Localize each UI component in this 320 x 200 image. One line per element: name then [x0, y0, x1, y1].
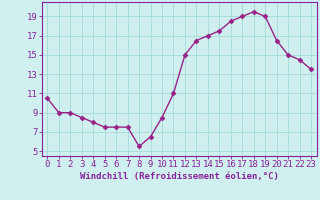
X-axis label: Windchill (Refroidissement éolien,°C): Windchill (Refroidissement éolien,°C): [80, 172, 279, 181]
